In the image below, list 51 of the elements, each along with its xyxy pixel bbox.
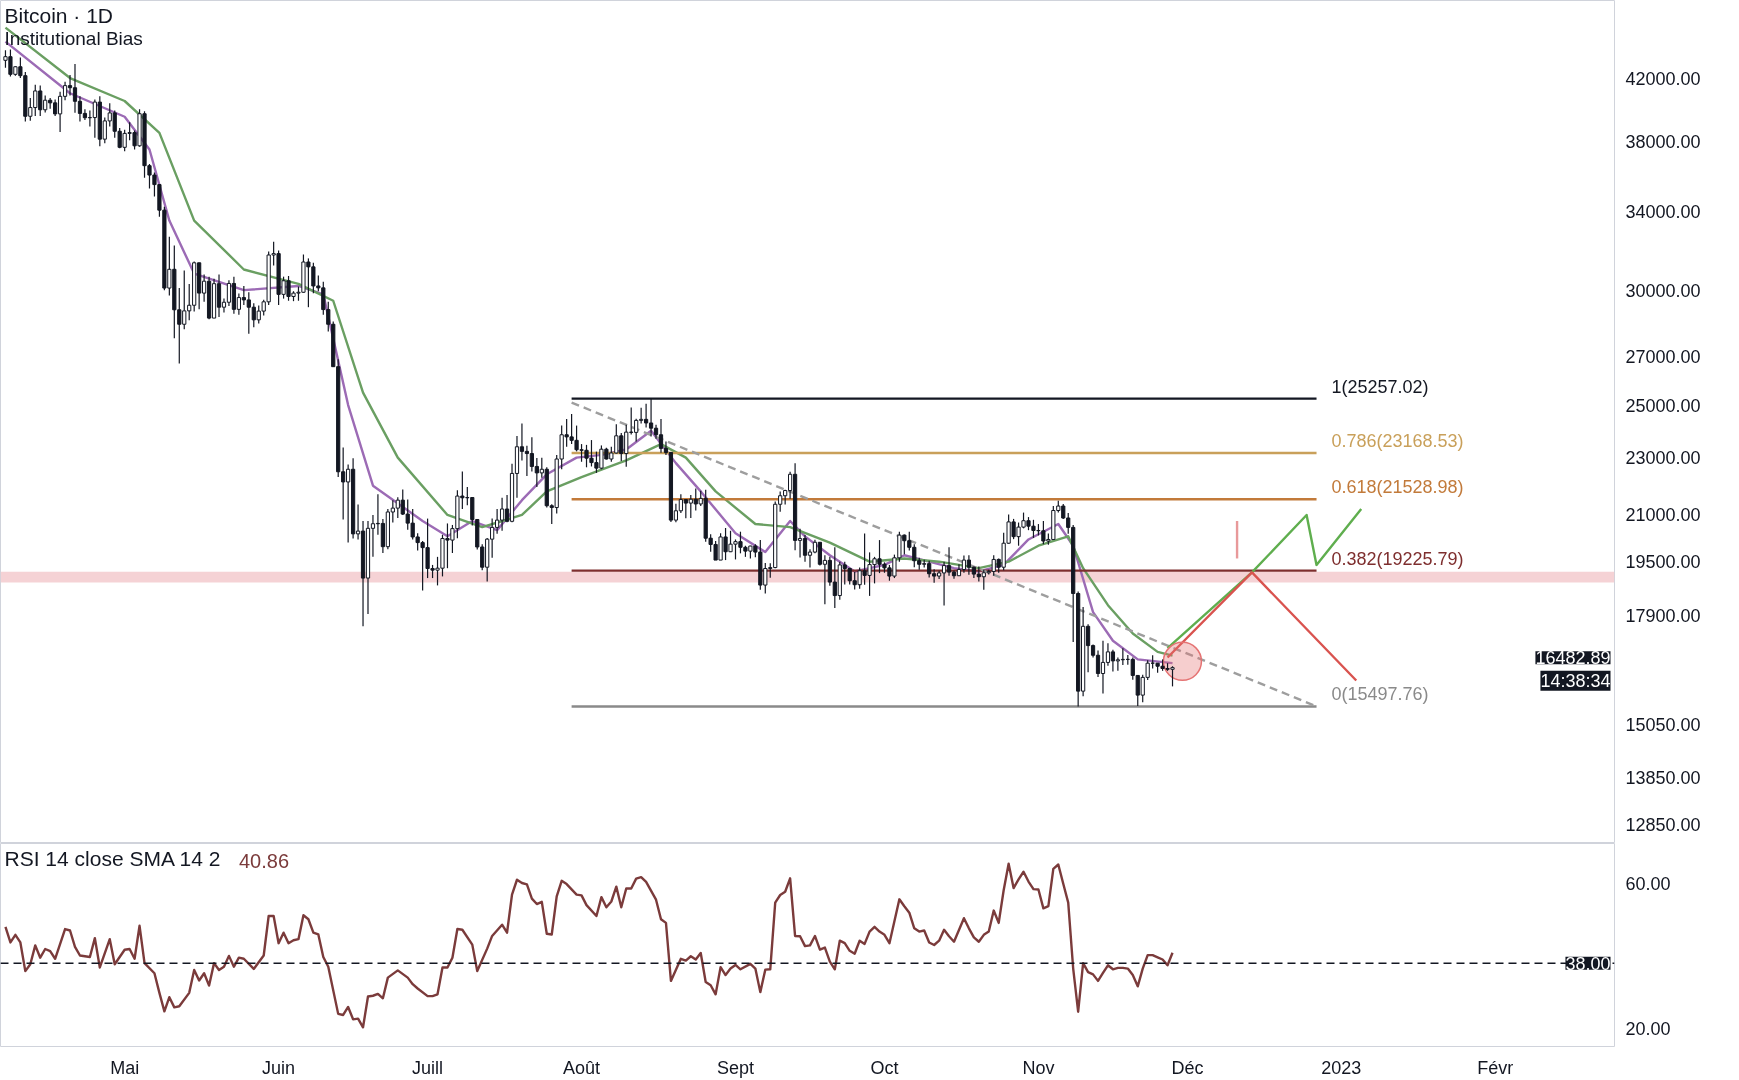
x-tick-label: Sept — [716, 1057, 755, 1078]
y-tick-label: 38000.00 — [1625, 131, 1701, 152]
y-tick-label: 25000.00 — [1625, 395, 1701, 416]
annotation: 14:38:34 — [1540, 670, 1611, 691]
candlestick — [802, 534, 808, 563]
x-tick-label: Déc — [1171, 1057, 1204, 1078]
candlestick — [941, 561, 947, 607]
candlestick — [226, 279, 232, 307]
y-tick-label: 21000.00 — [1625, 505, 1701, 526]
candlestick — [1095, 649, 1101, 678]
candlestick — [817, 541, 823, 567]
y-tick-label: 42000.00 — [1625, 68, 1701, 89]
x-tick-label: 2023 — [1321, 1057, 1362, 1078]
y-tick-label: 30000.00 — [1625, 280, 1701, 301]
series-label: 1(25257.02) — [1331, 376, 1429, 397]
candlestick — [216, 273, 222, 318]
series-label: 0.786(23168.53) — [1331, 431, 1464, 452]
x-tick-label: Mai — [110, 1057, 140, 1078]
y-tick-label: 27000.00 — [1625, 347, 1701, 368]
candlestick — [524, 445, 530, 477]
y-tick-label: 34000.00 — [1625, 201, 1701, 222]
annotation: 40.86 — [239, 849, 290, 872]
candlestick — [1100, 640, 1106, 695]
y-tick-label: 17900.00 — [1625, 606, 1701, 627]
x-tick-label: Nov — [1022, 1057, 1055, 1078]
chart-title: Bitcoin · 1D — [4, 3, 114, 27]
y-tick-label: 12850.00 — [1625, 815, 1701, 836]
candlestick — [1110, 649, 1116, 673]
y-tick-label: 19500.00 — [1625, 552, 1701, 573]
candlestick — [499, 497, 505, 532]
y-tick-label: 20.00 — [1625, 1018, 1671, 1039]
y-tick-label: 13850.00 — [1625, 767, 1701, 788]
x-tick-label: Août — [563, 1057, 601, 1078]
series-label: 0.382(19225.79) — [1331, 548, 1464, 569]
candlestick — [658, 418, 664, 454]
ref-line-label: 38.00 — [1565, 953, 1611, 974]
x-tick-label: Juin — [262, 1057, 296, 1078]
x-tick-label: Févr — [1477, 1057, 1514, 1078]
candlestick — [643, 403, 649, 428]
chart-title: RSI 14 close SMA 14 2 — [4, 846, 221, 870]
y-tick-label: 60.00 — [1625, 873, 1671, 894]
candlestick — [946, 546, 952, 577]
series-label: 0.618(21528.98) — [1331, 477, 1464, 498]
y-tick-label: 23000.00 — [1625, 448, 1701, 469]
candlestick — [72, 63, 78, 114]
y-tick-label: 15050.00 — [1625, 715, 1701, 736]
candlestick — [966, 554, 972, 576]
x-tick-label: Juill — [412, 1057, 444, 1078]
series-label: 0(15497.76) — [1331, 684, 1429, 705]
annotation: 16482.89 — [1535, 648, 1611, 669]
x-tick-label: Oct — [870, 1057, 899, 1078]
